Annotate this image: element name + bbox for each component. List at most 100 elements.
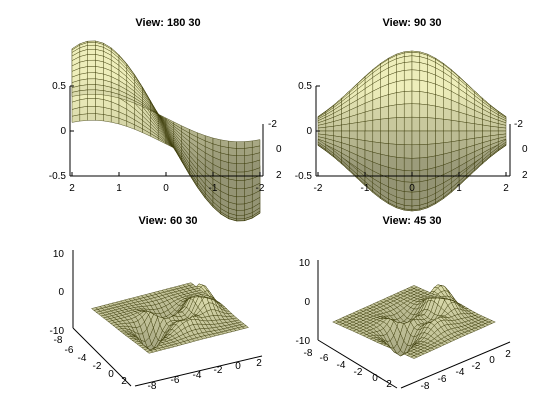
subplot-view-90-30: View: 90 30 0.5 0 -0.5 -2 -1 0 1 2 -2 0 … [295,17,528,212]
surface-patch [427,155,436,170]
surface-patch [388,130,397,145]
y-tick-label: -4 [78,353,87,364]
depth-tick-label: 2 [276,170,282,181]
surface-patch [388,143,397,158]
y-tick-label: -2 [93,361,102,372]
surface-patch [372,130,381,144]
surface-patch [411,144,420,159]
depth-tick-label: 0 [276,144,282,155]
surface-patch [357,121,366,132]
surface-patch [372,118,381,132]
surface-patch [396,350,405,357]
surface-patch [380,94,389,109]
surface-patch [341,123,350,132]
surface-patch [458,130,467,141]
x-tick-label: 2 [505,349,511,360]
surface-patch [411,157,420,172]
surface-patch [244,147,253,156]
surface-patch [427,104,436,119]
surface-patch [411,61,420,71]
surface-patch [396,103,405,118]
surface-patch [404,90,413,105]
surface-patch [163,309,171,317]
surface-patch [87,113,96,121]
surface-patch [404,144,413,159]
surface-patch [404,61,413,71]
surface-patch [411,103,420,118]
surface-patch [466,130,475,140]
surface-patch [427,117,436,132]
surface-patch [451,119,460,132]
surface-patch [228,178,237,190]
subplot-view-180-30: View: 180 30 0.5 0 -0.5 2 1 0 -1 -2 -2 0… [49,17,282,222]
surface-patch [87,78,96,85]
z-tick-label: -10 [50,326,65,337]
y-tick-label: -4 [337,360,346,371]
surface-patch [388,155,397,170]
surface-patch [87,72,96,80]
surface-patch [236,155,245,164]
surface-patch [474,123,483,132]
surface-patch [411,55,420,63]
x-tick-label: -2 [314,183,323,194]
x-tick-label: -6 [438,374,447,385]
surface-patch [427,143,436,158]
surface-patch [325,125,334,132]
x-tick-label: 0 [489,355,495,366]
surface-patch [333,124,342,132]
surface-patch [404,103,413,118]
surface-patch [411,130,420,146]
surface-patch [427,130,436,145]
x-tick-label: -8 [148,381,157,392]
surface-mesh [332,284,496,359]
surface-patch [228,154,237,164]
surface-patch [87,42,96,46]
surface-patch [396,70,405,82]
surface-patch [95,106,104,115]
z-tick-label: -0.5 [49,171,67,182]
surface-mesh [317,50,507,212]
x-axis-line [400,341,511,389]
surface-patch [79,98,88,108]
surface-patch [396,117,405,132]
y-axis-line [72,327,132,387]
surface-patch [404,116,413,132]
surface-patch [419,144,428,159]
surface-patch [380,130,389,144]
surface-patch [147,344,155,351]
y-tick-label: 2 [386,379,392,390]
surface-patch [236,196,245,205]
surface-patch [79,89,88,96]
surface-patch [357,130,366,141]
subplot-title: View: 45 30 [382,215,441,227]
surface-patch [228,147,237,156]
surface-patch [244,162,253,173]
surface-patch [87,106,96,114]
x-tick-label: 0 [163,183,169,194]
surface-patch [380,105,389,120]
x-tick-label: -4 [193,370,202,381]
surface-patch [236,188,245,198]
surface-patch [228,162,237,173]
surface-patch [236,141,245,149]
subplot-title: View: 90 30 [382,17,441,29]
x-tick-label: 2 [503,183,509,194]
surface-patch [236,214,245,220]
surface-patch [87,44,96,50]
subplot-title: View: 60 30 [138,215,197,227]
surface-patch [435,118,444,132]
surface-patch [388,81,397,95]
surface-patch [388,92,397,107]
surface-patch [79,113,88,122]
x-tick-label: -6 [171,375,180,386]
surface-patch [458,121,467,132]
subplot-title: View: 180 30 [135,17,200,29]
x-tick-label: -4 [456,367,465,378]
surface-patch [388,104,397,119]
z-tick-label: -0.5 [295,171,313,182]
surface-patch [435,94,444,109]
x-axis-line [134,355,263,387]
surface-patch [95,113,104,122]
surface-patch [482,124,491,132]
surface-patch [435,142,444,157]
